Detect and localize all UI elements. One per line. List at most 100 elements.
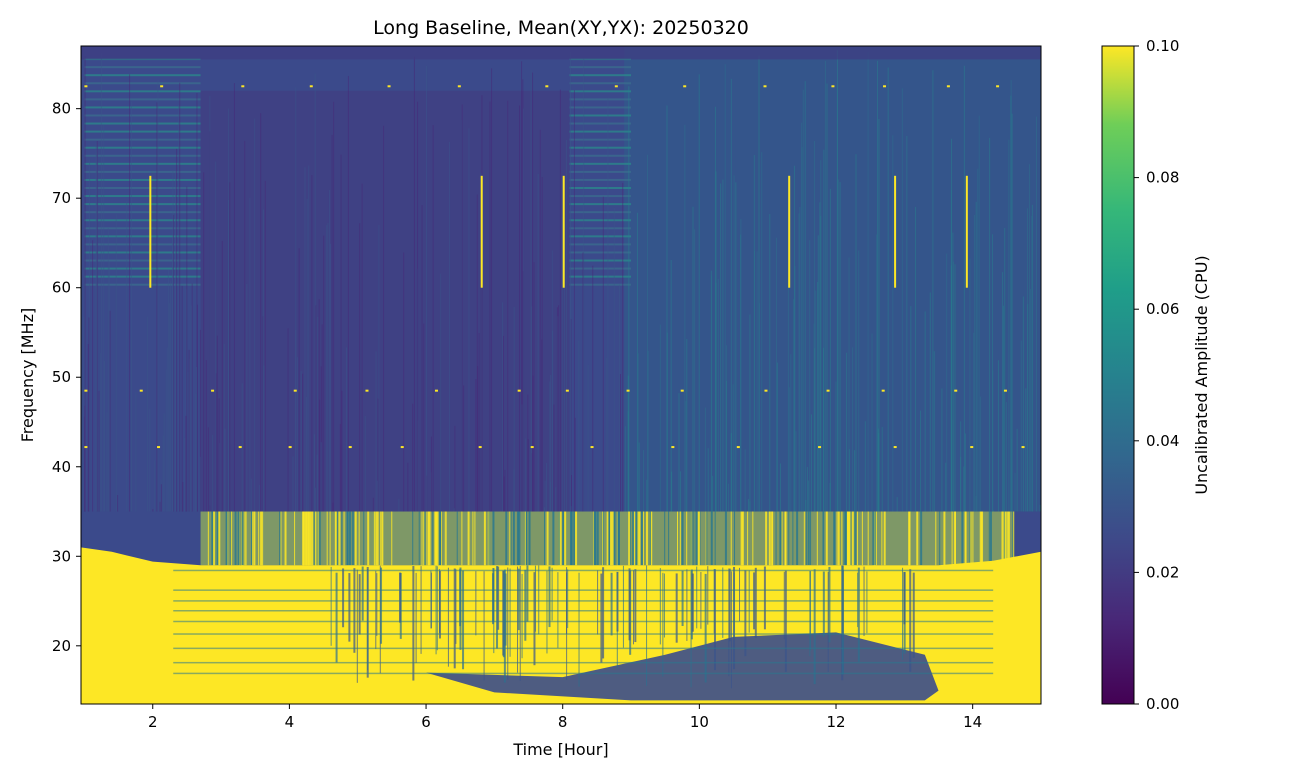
heatmap-rfi-stripe: [804, 512, 805, 566]
heatmap-cut: [380, 568, 382, 644]
heatmap-streak: [1021, 341, 1022, 512]
y-tick-label: 60: [52, 279, 71, 297]
heatmap-streak: [745, 449, 746, 511]
heatmap-streak: [814, 324, 815, 512]
y-tick-label: 20: [52, 637, 71, 655]
heatmap-streak: [684, 125, 685, 512]
heatmap-rfi-stripe: [211, 512, 213, 566]
heatmap-rfi-stripe: [461, 512, 462, 566]
heatmap-streak: [888, 67, 889, 511]
heatmap-streak: [504, 476, 505, 511]
heatmap-rfi-stripe: [423, 512, 424, 566]
heatmap-hline: [173, 589, 993, 591]
heatmap-hline: [173, 600, 993, 602]
heatmap-streak: [192, 284, 193, 512]
heatmap-cut: [714, 569, 716, 670]
heatmap-streak: [998, 360, 999, 511]
heatmap-rfi-stripe: [769, 512, 771, 566]
heatmap-streak: [265, 181, 266, 512]
heatmap-rfi-dot: [294, 390, 297, 392]
heatmap-cut: [600, 574, 602, 663]
heatmap-rfi-dot: [84, 446, 87, 448]
heatmap-cut: [828, 567, 830, 642]
heatmap-streak: [799, 207, 800, 512]
heatmap-streak: [489, 101, 490, 511]
heatmap-streak: [477, 366, 478, 511]
heatmap-rfi-stripe: [706, 512, 707, 566]
heatmap-streak: [398, 499, 399, 512]
heatmap-rfi-stripe: [715, 512, 716, 566]
heatmap-streak: [329, 190, 330, 511]
heatmap-cut: [696, 567, 697, 629]
heatmap-rfi-stripe: [468, 512, 470, 566]
heatmap-streak: [546, 463, 547, 511]
heatmap-streak: [166, 369, 167, 511]
heatmap-streak: [224, 429, 225, 512]
heatmap-cut: [902, 568, 903, 660]
heatmap-rfi-stripe: [677, 512, 678, 566]
heatmap-cut: [731, 571, 732, 688]
heatmap-streak: [638, 353, 639, 511]
heatmap-rfi-stripe: [696, 512, 698, 566]
heatmap-streak: [327, 223, 328, 511]
heatmap-streak: [534, 262, 535, 511]
heatmap-rfi-dot: [1004, 390, 1007, 392]
heatmap-rfi-stripe: [693, 512, 694, 566]
heatmap-streak: [301, 371, 302, 511]
heatmap-rfi-stripe: [238, 512, 240, 566]
heatmap-streak: [383, 126, 384, 512]
heatmap-rfi-stripe: [765, 512, 767, 566]
heatmap-streak: [835, 382, 836, 512]
heatmap-streak: [979, 116, 980, 512]
heatmap-streak: [160, 502, 161, 512]
heatmap-streak: [620, 374, 621, 512]
heatmap-cut: [623, 566, 624, 648]
heatmap-rfi-stripe: [639, 512, 640, 566]
colorbar-tick-label: 0.04: [1146, 432, 1179, 450]
heatmap-rfi-stripe: [845, 512, 847, 566]
heatmap-rfi-stripe: [643, 512, 644, 566]
heatmap-rfi-stripe: [788, 512, 789, 566]
heatmap-rfi-stripe: [316, 512, 317, 566]
heatmap-rfi-stripe: [355, 512, 357, 566]
heatmap-streak: [603, 197, 604, 512]
heatmap-streak: [570, 52, 571, 512]
heatmap-streak: [407, 463, 408, 512]
heatmap-rfi-stripe: [796, 512, 798, 566]
heatmap-streak: [260, 113, 261, 511]
heatmap-rfi-stripe: [664, 512, 665, 566]
heatmap-streak: [964, 66, 965, 512]
heatmap-rfi-stripe: [525, 512, 526, 566]
heatmap-rfi-stripe: [330, 512, 331, 566]
heatmap-rfi-stripe: [650, 512, 651, 566]
heatmap-rfi-stripe: [492, 512, 494, 566]
heatmap-rfi-stripe: [594, 512, 596, 566]
heatmap-streak: [694, 229, 695, 511]
heatmap-streak: [104, 361, 105, 512]
heatmap-rfi-stripe: [961, 512, 963, 566]
heatmap-band-line: [570, 98, 631, 100]
heatmap-streak: [1008, 140, 1009, 512]
heatmap-rfi-stripe: [217, 512, 219, 566]
heatmap-cut: [566, 573, 567, 680]
heatmap-rfi-stripe: [636, 512, 638, 566]
heatmap-bright-line: [966, 176, 968, 288]
heatmap-streak: [932, 70, 933, 511]
heatmap-streak: [322, 324, 323, 511]
heatmap-rfi-dot: [883, 85, 886, 87]
heatmap-streak: [346, 347, 347, 511]
heatmap-rfi-stripe: [208, 512, 209, 566]
heatmap-rfi-dot: [894, 446, 897, 448]
heatmap-streak: [341, 391, 342, 512]
heatmap-rfi-stripe: [972, 512, 973, 566]
heatmap-band-line: [570, 235, 631, 237]
heatmap-streak: [531, 70, 532, 512]
heatmap-rfi-dot: [764, 390, 767, 392]
heatmap-band-line: [570, 147, 631, 149]
heatmap-streak: [305, 167, 306, 511]
heatmap-rfi-stripe: [327, 512, 328, 566]
heatmap-rfi-dot: [996, 85, 999, 87]
heatmap-rfi-stripe: [939, 512, 940, 566]
heatmap-streak: [178, 105, 179, 512]
heatmap-rfi-dot: [827, 390, 830, 392]
